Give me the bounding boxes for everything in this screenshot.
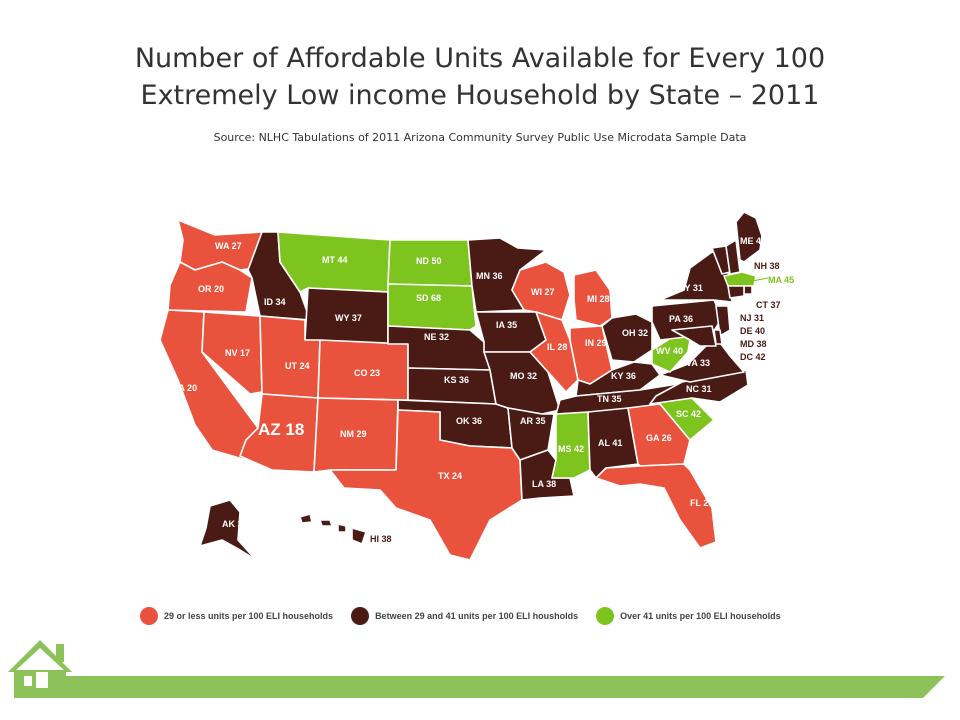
state-me[interactable]: [735, 211, 763, 263]
label-sd: SD 68: [416, 293, 441, 303]
state-va[interactable]: [659, 339, 745, 383]
state-tx[interactable]: [329, 409, 523, 561]
state-hi[interactable]: [299, 513, 313, 524]
legend-item-high: Over 41 units per 100 ELI households: [596, 607, 781, 625]
state-fl[interactable]: [595, 463, 717, 549]
house-icon: [8, 640, 72, 698]
label-nj: NJ 31: [740, 313, 764, 323]
label-sc: SC 42: [676, 409, 701, 419]
label-ct: CT 37: [756, 300, 781, 310]
label-ga: GA 26: [646, 433, 672, 443]
label-md: MD 38: [740, 339, 767, 349]
title-line-2: Extremely Low income Household by State …: [140, 80, 820, 111]
legend-item-mid: Between 29 and 41 units per 100 ELI hous…: [351, 607, 578, 625]
label-co: CO 23: [354, 368, 380, 378]
label-wa: WA 27: [215, 241, 242, 251]
label-me: ME 40: [740, 236, 766, 246]
title-line-1: Number of Affordable Units Available for…: [134, 43, 826, 74]
label-la: LA 38: [532, 479, 556, 489]
label-or: OR 20: [198, 284, 224, 294]
label-pa: PA 36: [669, 314, 693, 324]
state-hi-3[interactable]: [337, 523, 347, 533]
source-note: Source: NLHC Tabulations of 2011 Arizona…: [213, 131, 747, 144]
footer-bar: [66, 676, 945, 698]
label-nd: ND 50: [416, 256, 442, 266]
legend-label-low: 29 or less units per 100 ELI households: [164, 611, 334, 621]
label-va: VA 33: [686, 358, 710, 368]
label-ri: RI 41: [755, 286, 777, 296]
label-mt: MT 44: [322, 255, 348, 265]
state-ri[interactable]: [743, 285, 753, 295]
label-ne: NE 32: [424, 332, 449, 342]
label-az: AZ 18: [258, 420, 304, 439]
state-ct[interactable]: [727, 285, 745, 299]
label-ia: IA 35: [496, 320, 517, 330]
label-tn: TN 35: [597, 394, 622, 404]
state-nv[interactable]: [201, 311, 263, 395]
state-ia[interactable]: [475, 311, 547, 353]
label-id: ID 34: [264, 297, 286, 307]
label-dc: DC 42: [740, 352, 766, 362]
label-nm: NM 29: [340, 429, 367, 439]
label-mo: MO 32: [510, 371, 537, 381]
label-mn: MN 36: [476, 271, 503, 281]
label-fl: FL 23: [690, 498, 713, 508]
state-ak[interactable]: [199, 499, 257, 561]
state-sd[interactable]: [387, 283, 477, 331]
label-ma: MA 45: [768, 275, 794, 285]
label-nc: NC 31: [686, 384, 712, 394]
legend-label-mid: Between 29 and 41 units per 100 ELI hous…: [375, 611, 579, 621]
state-oh[interactable]: [601, 313, 653, 363]
label-ca: CA 20: [172, 383, 197, 393]
label-tx: TX 24: [438, 471, 462, 481]
legend-swatch-mid: [351, 607, 370, 625]
map-legend: 29 or less units per 100 ELI households …: [140, 605, 799, 627]
state-nj[interactable]: [715, 305, 731, 337]
label-vt: VT 40: [697, 238, 721, 248]
state-ma[interactable]: [723, 271, 757, 287]
label-wy: WY 37: [335, 313, 362, 323]
legend-swatch-low: [140, 607, 158, 625]
label-oh: OH 32: [622, 328, 648, 338]
state-ks[interactable]: [407, 367, 497, 405]
state-il[interactable]: [529, 311, 579, 393]
label-hi: HI 38: [370, 534, 392, 544]
label-de: DE 40: [740, 326, 765, 336]
label-ny: NY 31: [678, 283, 703, 293]
label-in: IN 29: [585, 338, 607, 348]
label-ms: MS 42: [558, 444, 584, 454]
label-ak: AK 34: [222, 519, 248, 529]
label-wi: WI 27: [531, 287, 555, 297]
legend-label-high: Over 41 units per 100 ELI households: [620, 611, 781, 621]
label-wv: WV 40: [656, 346, 683, 356]
state-hi-4[interactable]: [351, 527, 367, 545]
page-title: Number of Affordable Units Available for…: [0, 40, 960, 114]
legend-item-low: 29 or less units per 100 ELI households: [140, 607, 333, 625]
state-nc[interactable]: [649, 369, 749, 405]
state-md[interactable]: [671, 325, 717, 347]
legend-swatch-high: [596, 607, 615, 625]
label-al: AL 41: [598, 438, 622, 448]
label-mi: MI 28: [587, 294, 610, 304]
label-nv: NV 17: [225, 348, 250, 358]
label-nh: NH 38: [754, 261, 780, 271]
label-ok: OK 36: [456, 416, 482, 426]
label-ky: KY 36: [611, 371, 636, 381]
state-hi-2[interactable]: [319, 519, 333, 527]
label-ar: AR 35: [520, 416, 546, 426]
label-ut: UT 24: [285, 361, 310, 371]
label-il: IL 28: [547, 342, 567, 352]
label-ks: KS 36: [444, 375, 469, 385]
